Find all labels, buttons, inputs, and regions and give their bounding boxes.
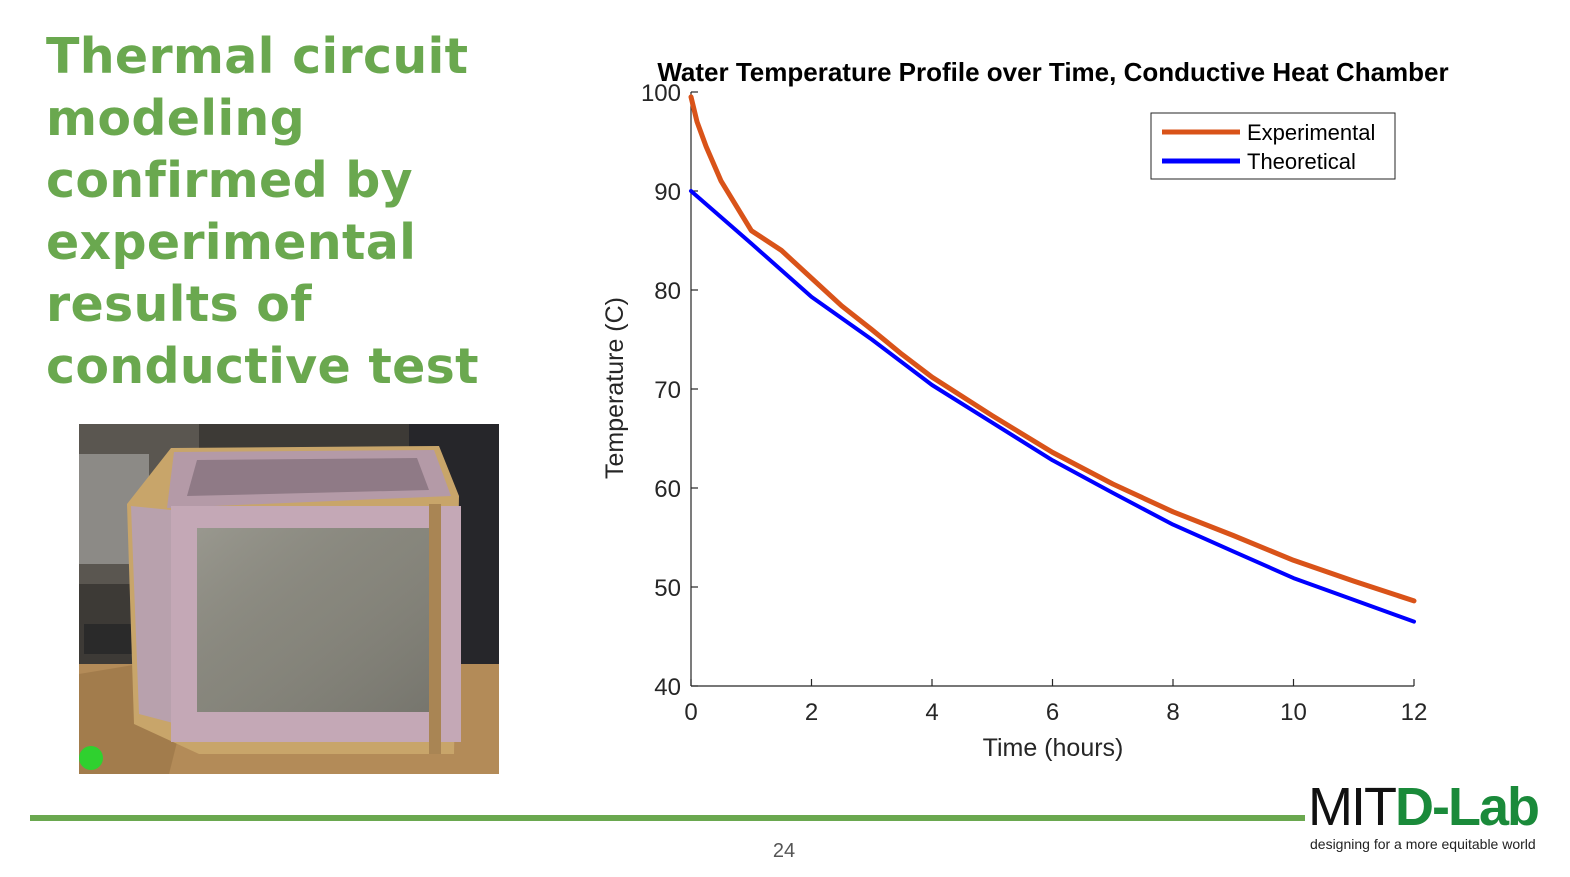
logo-tagline: designing for a more equitable world [1310, 836, 1536, 852]
insulated-box-photo [79, 424, 499, 774]
y-tick-label: 60 [654, 476, 681, 503]
y-tick-label: 70 [654, 377, 681, 404]
y-tick-label: 90 [654, 179, 681, 206]
y-tick-label: 80 [654, 278, 681, 305]
y-axis-label: Temperature (C) [601, 297, 629, 479]
logo-dlab: D-Lab [1394, 777, 1540, 837]
x-tick-label: 6 [1046, 699, 1059, 726]
series-line-experimental [688, 94, 1417, 604]
x-tick-label: 12 [1401, 699, 1428, 726]
x-tick-label: 10 [1280, 699, 1307, 726]
x-tick-label: 2 [805, 699, 818, 726]
legend-box [1150, 112, 1396, 180]
legend-label-experimental: Experimental [1247, 120, 1375, 145]
x-tick-label: 4 [925, 699, 938, 726]
slide-title: Thermal circuit modeling confirmed by ex… [46, 28, 479, 395]
x-tick-label: 0 [684, 699, 697, 726]
logo-wordmark: MITD-Lab [1308, 777, 1540, 837]
y-tick-label: 50 [654, 575, 681, 602]
x-tick-label: 8 [1166, 699, 1179, 726]
series-line-theoretical [689, 189, 1416, 624]
chart-series [688, 94, 1417, 624]
y-tick-label: 40 [654, 674, 681, 701]
logo-mit: MIT [1308, 777, 1397, 837]
y-tick-label: 100 [641, 80, 681, 107]
chart-legend: Experimental Theoretical [1150, 112, 1396, 180]
mit-dlab-logo: MITD-Lab designing for a more equitable … [1308, 778, 1568, 858]
temperature-chart: Water Temperature Profile over Time, Con… [601, 57, 1449, 762]
footer-divider [30, 815, 1305, 821]
page-number: 24 [772, 840, 796, 862]
x-axis-label: Time (hours) [983, 734, 1124, 762]
chart-axes: 0 2 4 6 8 10 12 40 50 60 70 80 90 100 [641, 80, 1427, 726]
legend-label-theoretical: Theoretical [1247, 149, 1356, 174]
chart-title: Water Temperature Profile over Time, Con… [657, 57, 1448, 87]
